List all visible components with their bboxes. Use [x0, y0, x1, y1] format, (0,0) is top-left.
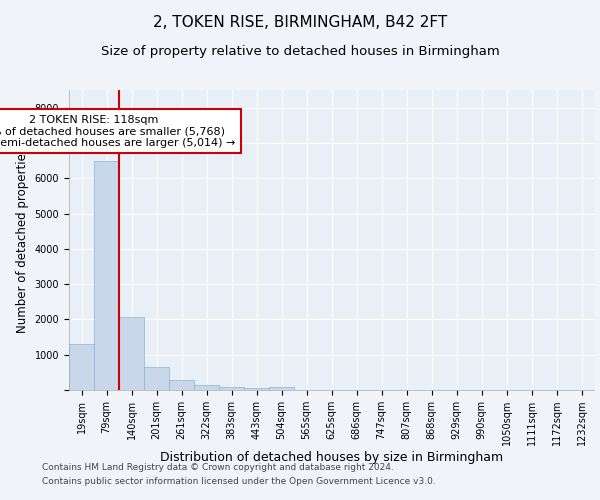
Text: Size of property relative to detached houses in Birmingham: Size of property relative to detached ho… [101, 45, 499, 58]
Bar [269, 387, 294, 390]
Bar [244, 388, 269, 390]
Bar [194, 385, 219, 390]
Text: 2, TOKEN RISE, BIRMINGHAM, B42 2FT: 2, TOKEN RISE, BIRMINGHAM, B42 2FT [153, 15, 447, 30]
Bar [69, 344, 94, 390]
Text: Contains HM Land Registry data © Crown copyright and database right 2024.: Contains HM Land Registry data © Crown c… [42, 462, 394, 471]
Text: Contains public sector information licensed under the Open Government Licence v3: Contains public sector information licen… [42, 478, 436, 486]
Bar [94, 160, 119, 390]
X-axis label: Distribution of detached houses by size in Birmingham: Distribution of detached houses by size … [160, 451, 503, 464]
Y-axis label: Number of detached properties: Number of detached properties [16, 147, 29, 333]
Text: 2 TOKEN RISE: 118sqm
← 53% of detached houses are smaller (5,768)
46% of semi-de: 2 TOKEN RISE: 118sqm ← 53% of detached h… [0, 114, 236, 148]
Bar [144, 368, 169, 390]
Bar [119, 316, 144, 390]
Bar [219, 386, 244, 390]
Bar [169, 380, 194, 390]
